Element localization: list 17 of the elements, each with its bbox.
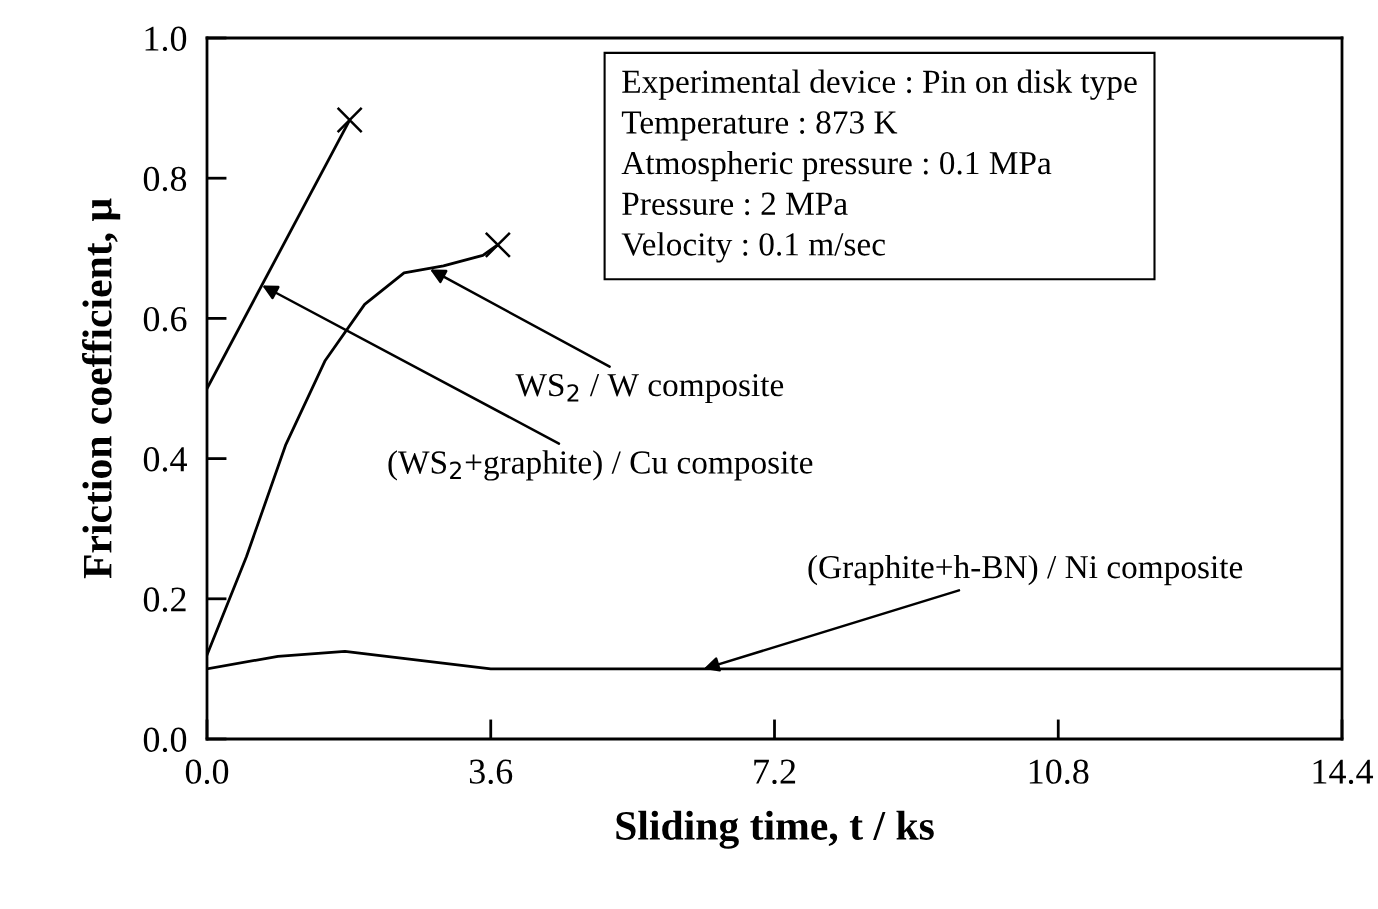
annotation: WS$_{2}$ / W composite bbox=[515, 373, 784, 404]
x-tick-label: 3.6 bbox=[469, 759, 513, 785]
annotation: Experimental device : Pin on disk type Temperature : 873 K Atmospheric pressure : 0.1 MPa Pressure : 2 MPa Velocity : 0.1 m/sec bbox=[621, 69, 1137, 263]
x-axis-title: Sliding time, t / ks bbox=[616, 810, 934, 849]
y-tick-label: 0.0 bbox=[143, 727, 187, 753]
x-tick-label: 14.4 bbox=[1313, 759, 1374, 785]
y-tick-label: 0.8 bbox=[143, 166, 187, 192]
y-tick-label: 0.6 bbox=[143, 306, 187, 332]
y-axis-title: Friction coefficient, μ bbox=[81, 198, 121, 579]
y-tick-label: 0.2 bbox=[143, 587, 186, 612]
x-tick-label: 7.2 bbox=[754, 759, 796, 785]
annotation: (WS$_{2}$+graphite) / Cu composite bbox=[388, 450, 813, 481]
annotation: (Graphite+h-BN) / Ni composite bbox=[808, 554, 1243, 586]
y-tick-label: 0.4 bbox=[143, 447, 187, 472]
x-tick-label: 10.8 bbox=[1029, 759, 1089, 785]
y-tick-label: 1.0 bbox=[145, 26, 187, 52]
x-tick-label: 0.0 bbox=[185, 759, 229, 785]
